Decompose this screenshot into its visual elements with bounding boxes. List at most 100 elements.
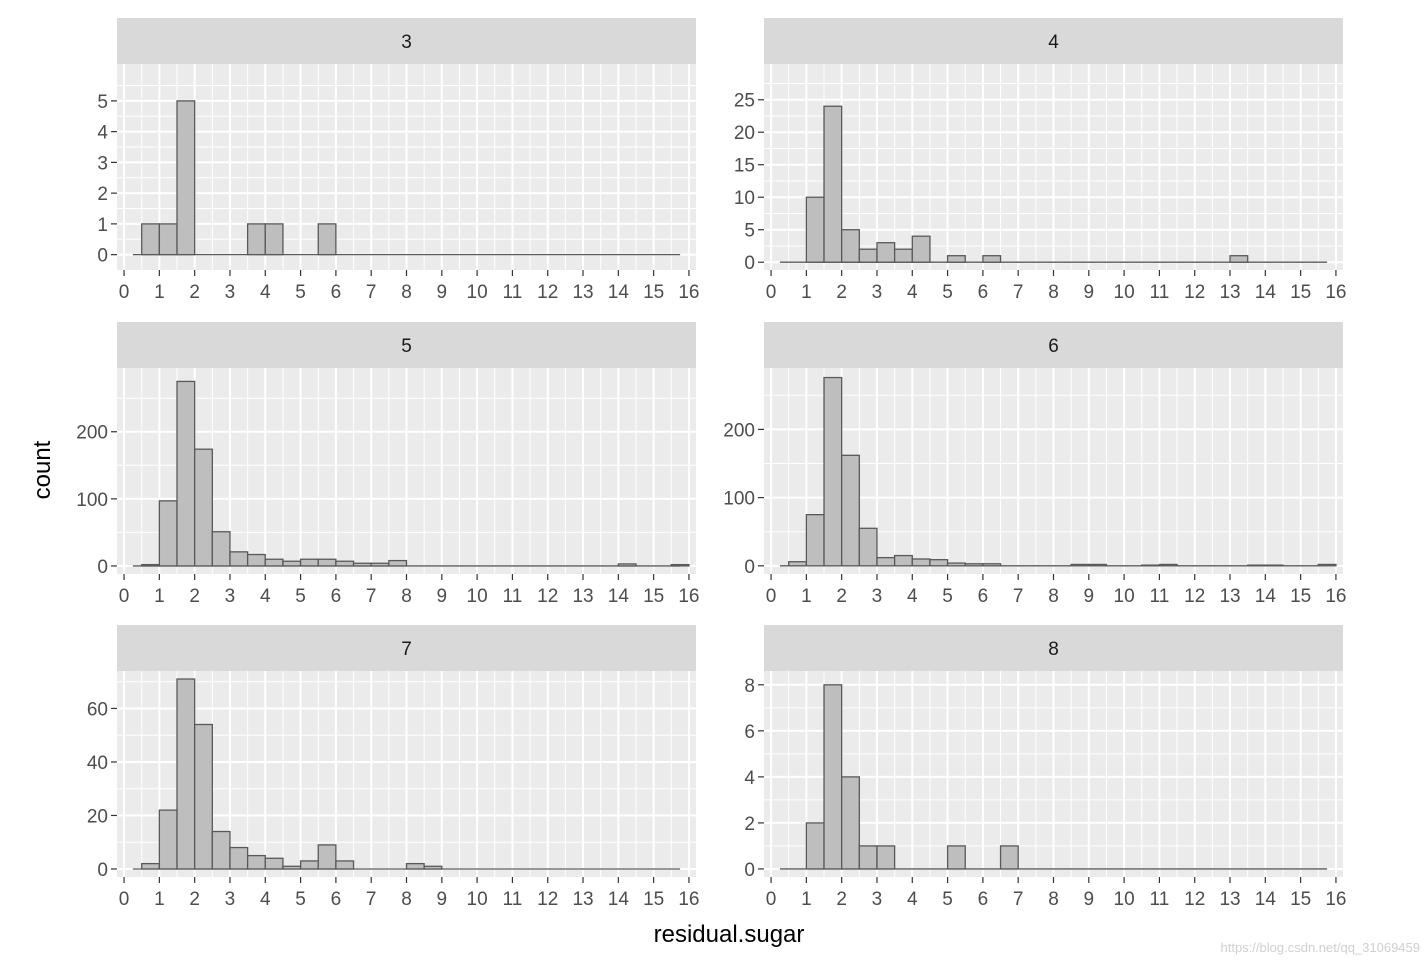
y-tick-label: 3 [97,153,108,174]
x-tick-label: 7 [1013,586,1024,607]
x-tick-label: 7 [1013,282,1024,303]
histogram-bar [964,563,984,567]
x-tick-label: 8 [1048,282,1059,303]
x-tick-label: 11 [503,889,523,910]
histogram-bar [317,558,337,567]
x-tick-label: 16 [1325,282,1346,303]
x-tick-label: 0 [766,889,777,910]
x-tick-label: 8 [1048,586,1059,607]
strip-label: 6 [1048,336,1059,357]
x-tick-label: 4 [907,889,918,910]
x-tick-label: 14 [608,586,630,607]
strip-label: 8 [1048,639,1059,660]
strip-label: 5 [401,336,412,357]
x-tick-label: 3 [872,889,883,910]
histogram-bar [299,558,319,567]
x-tick-label: 15 [1290,282,1311,303]
y-tick-label: 200 [76,423,108,444]
x-tick-label: 3 [872,586,883,607]
x-tick-label: 9 [1084,282,1095,303]
x-tick-label: 15 [1290,889,1311,910]
x-tick-label: 14 [608,889,630,910]
histogram-bar [335,860,355,870]
x-tick-label: 13 [572,282,593,303]
y-tick-label: 1 [97,215,108,236]
x-tick-label: 15 [1290,586,1311,607]
x-tick-label: 10 [1114,586,1135,607]
x-tick-label: 3 [225,586,236,607]
y-tick-label: 0 [744,253,755,274]
x-tick-label: 8 [401,889,412,910]
x-tick-label: 13 [572,586,593,607]
histogram-bar [211,830,231,870]
strip-label: 3 [401,32,412,53]
x-tick-label: 2 [836,586,847,607]
x-tick-label: 8 [401,282,412,303]
x-tick-label: 10 [1114,889,1135,910]
y-tick-label: 4 [744,768,755,789]
x-tick-label: 4 [907,586,918,607]
histogram-bar [823,376,843,567]
x-tick-label: 6 [978,282,989,303]
x-tick-label: 6 [331,889,342,910]
histogram-bar [141,563,161,567]
histogram-bar [1317,563,1337,567]
x-tick-label: 16 [678,282,699,303]
x-tick-label: 14 [1255,282,1277,303]
histogram-bar [858,845,878,870]
histogram-bar [946,562,966,567]
strip-background [764,625,1343,671]
x-tick-label: 6 [331,586,342,607]
x-tick-label: 6 [978,889,989,910]
histogram-bar [335,560,355,567]
histogram-bar [264,857,284,870]
x-tick-label: 16 [678,586,699,607]
y-tick-label: 100 [76,490,108,511]
histogram-bar [158,500,178,567]
x-tick-label: 9 [1084,586,1095,607]
x-tick-label: 6 [331,282,342,303]
x-tick-label: 16 [1325,889,1346,910]
x-tick-label: 11 [503,282,523,303]
x-tick-label: 7 [366,889,377,910]
x-tick-label: 9 [1084,889,1095,910]
histogram-bar [1088,563,1108,567]
histogram-bar [805,514,825,567]
y-tick-label: 2 [97,184,108,205]
x-tick-label: 3 [225,889,236,910]
x-tick-label: 15 [643,889,664,910]
histogram-bar [176,100,196,256]
x-tick-label: 9 [437,586,448,607]
x-tick-label: 3 [872,282,883,303]
strip-label: 7 [401,639,412,660]
x-tick-label: 0 [119,889,130,910]
histogram-bar [946,845,966,870]
histogram-bar [876,242,896,263]
histogram-bar [229,551,249,567]
x-tick-label: 2 [189,889,200,910]
histogram-bar [158,809,178,870]
histogram-bar [264,558,284,567]
x-tick-label: 2 [189,282,200,303]
y-tick-label: 0 [744,860,755,881]
y-tick-label: 60 [87,699,108,720]
y-tick-label: 100 [723,489,755,510]
x-tick-label: 7 [1013,889,1024,910]
histogram-bar [823,105,843,263]
y-tick-label: 6 [744,722,755,743]
y-tick-label: 20 [87,806,108,827]
histogram-bar [352,562,372,567]
y-tick-label: 0 [97,860,108,881]
histogram-bar [982,563,1002,567]
x-axis-title: residual.sugar [654,921,805,948]
y-tick-label: 5 [97,92,108,113]
x-tick-label: 8 [401,586,412,607]
x-tick-label: 2 [836,889,847,910]
strip-background [764,322,1343,368]
x-tick-label: 5 [295,586,306,607]
histogram-bar [194,448,213,567]
x-tick-label: 10 [1114,282,1135,303]
